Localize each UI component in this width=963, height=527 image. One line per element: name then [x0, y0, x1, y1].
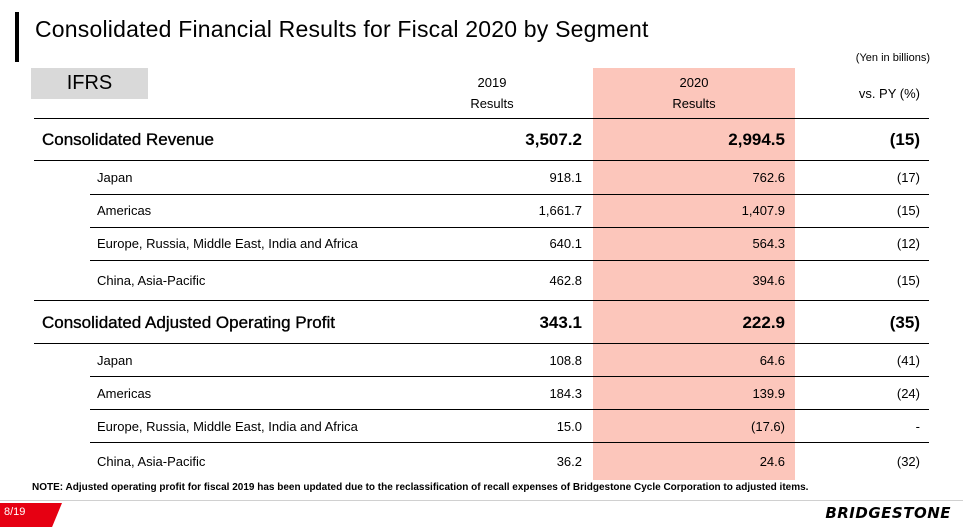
value-vs-py: (35): [889, 313, 920, 332]
title-accent-bar: [15, 12, 19, 62]
table-rule: [34, 343, 929, 344]
page-number: 8/19: [4, 506, 26, 518]
row-label: Americas: [97, 203, 152, 218]
table-row: Europe, Russia, Middle East, India and A…: [0, 410, 963, 443]
value-2019: 640.1: [549, 236, 582, 251]
footer-divider: [0, 500, 963, 501]
value-vs-py: (15): [896, 203, 920, 218]
table-rule: [34, 300, 929, 301]
value-2020: 139.9: [752, 386, 785, 401]
value-vs-py: (41): [896, 353, 920, 368]
value-2020: 1,407.9: [741, 203, 785, 218]
table-rule: [90, 260, 929, 261]
row-label: Americas: [97, 386, 152, 401]
footnote: NOTE: Adjusted operating profit for fisc…: [32, 482, 809, 493]
value-2020: 394.6: [752, 273, 785, 288]
row-label: Japan: [97, 170, 133, 185]
value-2020: 2,994.5: [728, 130, 785, 149]
table-row: Americas 184.3 139.9 (24): [0, 377, 963, 410]
table-rule: [90, 194, 929, 195]
value-2019: 108.8: [549, 353, 582, 368]
table-row: Japan 918.1 762.6 (17): [0, 161, 963, 194]
value-vs-py: (15): [896, 273, 920, 288]
table-row: Americas 1,661.7 1,407.9 (15): [0, 194, 963, 227]
bridgestone-logo: BRIDGESTONE: [825, 504, 951, 522]
value-2019: 1,661.7: [538, 203, 582, 218]
value-2019: 36.2: [556, 454, 582, 469]
column-header-2020-year: 2020: [679, 75, 709, 90]
value-2020: (17.6): [751, 419, 785, 434]
value-2020: 24.6: [759, 454, 785, 469]
table-row: China, Asia-Pacific 36.2 24.6 (32): [0, 445, 963, 478]
table-row-consolidated-revenue: Consolidated Revenue 3,507.2 2,994.5 (15…: [0, 119, 963, 161]
value-vs-py: (12): [896, 236, 920, 251]
row-label: Consolidated Revenue: [42, 130, 215, 149]
row-label: Europe, Russia, Middle East, India and A…: [97, 419, 358, 434]
value-2019: 462.8: [549, 273, 582, 288]
value-2019: 184.3: [549, 386, 582, 401]
row-label: Japan: [97, 353, 133, 368]
row-label: China, Asia-Pacific: [97, 454, 206, 469]
value-2019: 15.0: [556, 419, 582, 434]
value-vs-py: (15): [889, 130, 920, 149]
value-2020: 64.6: [759, 353, 785, 368]
value-2019: 3,507.2: [525, 130, 582, 149]
row-label: China, Asia-Pacific: [97, 273, 206, 288]
page-number-tab: [0, 503, 62, 527]
table-rule: [34, 160, 929, 161]
unit-note: (Yen in billions): [855, 52, 930, 64]
value-vs-py: (17): [896, 170, 920, 185]
column-header-2020: 2020 Results: [644, 72, 744, 114]
ifrs-badge: IFRS: [31, 68, 148, 99]
value-2019: 343.1: [539, 313, 582, 332]
page-title: Consolidated Financial Results for Fisca…: [35, 16, 649, 42]
table-row-consolidated-operating-profit: Consolidated Adjusted Operating Profit 3…: [0, 302, 963, 344]
value-2020: 564.3: [752, 236, 785, 251]
value-2020: 762.6: [752, 170, 785, 185]
table-rule: [90, 227, 929, 228]
column-header-2019: 2019 Results: [442, 72, 542, 114]
value-vs-py: (24): [896, 386, 920, 401]
row-label: Consolidated Adjusted Operating Profit: [42, 313, 335, 332]
column-header-2019-sub: Results: [470, 96, 514, 111]
column-header-2020-sub: Results: [672, 96, 716, 111]
column-header-2019-year: 2019: [477, 75, 507, 90]
table-row: China, Asia-Pacific 462.8 394.6 (15): [0, 264, 963, 297]
table-rule: [90, 409, 929, 410]
table-row: Japan 108.8 64.6 (41): [0, 344, 963, 377]
table-row: Europe, Russia, Middle East, India and A…: [0, 227, 963, 260]
value-2020: 222.9: [742, 313, 785, 332]
row-label: Europe, Russia, Middle East, India and A…: [97, 236, 358, 251]
value-vs-py: -: [915, 419, 920, 434]
table-rule: [34, 118, 929, 119]
table-rule: [90, 442, 929, 443]
column-header-vs-py: vs. PY (%): [858, 86, 920, 101]
fy2020-column-highlight: [593, 68, 795, 480]
value-vs-py: (32): [896, 454, 920, 469]
value-2019: 918.1: [549, 170, 582, 185]
table-rule: [90, 376, 929, 377]
